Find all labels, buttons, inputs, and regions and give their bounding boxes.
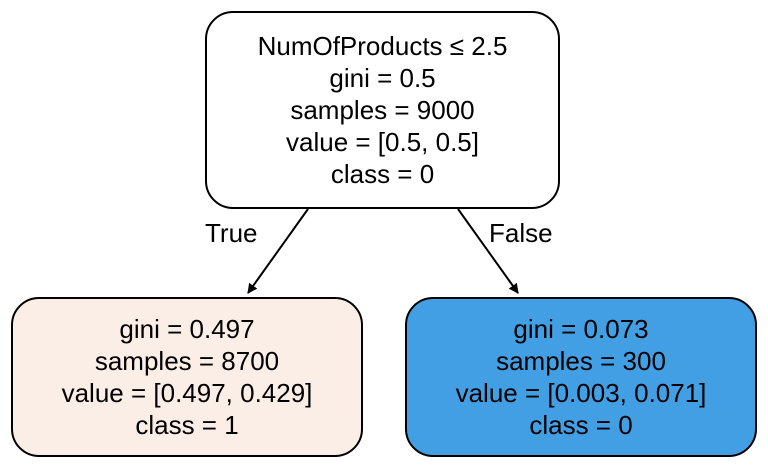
- edge-false: [457, 208, 519, 294]
- right-value: value = [0.003, 0.071]: [455, 378, 707, 408]
- right-gini: gini = 0.073: [513, 314, 649, 344]
- edge-label-false: False: [489, 218, 553, 248]
- root-samples: samples = 9000: [290, 95, 475, 125]
- left-gini: gini = 0.497: [119, 314, 255, 344]
- right-leaf-node: gini = 0.073 samples = 300 value = [0.00…: [405, 297, 757, 457]
- edge-label-true: True: [205, 218, 258, 248]
- root-gini: gini = 0.5: [329, 63, 436, 93]
- root-node: NumOfProducts ≤ 2.5 gini = 0.5 samples =…: [205, 11, 560, 209]
- right-class: class = 0: [529, 410, 633, 440]
- left-class: class = 1: [135, 410, 239, 440]
- root-condition: NumOfProducts ≤ 2.5: [257, 31, 508, 61]
- edge-true: [247, 208, 309, 294]
- root-value: value = [0.5, 0.5]: [286, 127, 479, 157]
- left-samples: samples = 8700: [94, 346, 280, 376]
- left-leaf-node: gini = 0.497 samples = 8700 value = [0.4…: [11, 297, 363, 457]
- left-value: value = [0.497, 0.429]: [61, 378, 313, 408]
- right-samples: samples = 300: [496, 346, 666, 376]
- root-class: class = 0: [330, 159, 435, 189]
